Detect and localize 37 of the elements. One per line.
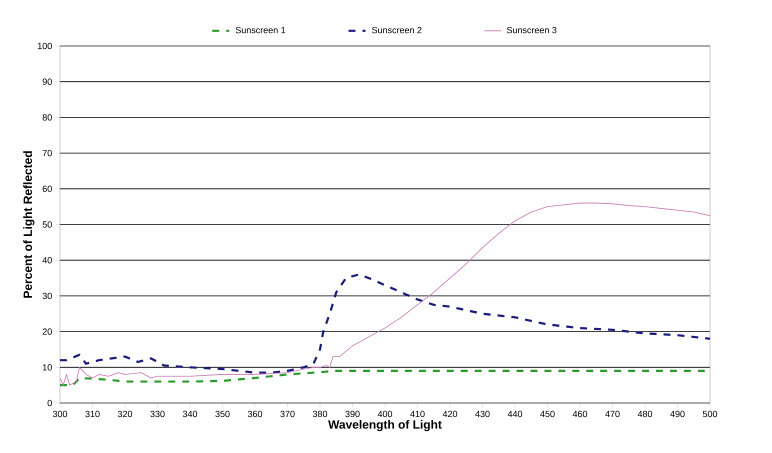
y-tick-label: 100 xyxy=(38,42,52,50)
x-tick-label: 400 xyxy=(378,410,392,418)
x-tick-label: 320 xyxy=(118,410,132,418)
x-tick-label: 310 xyxy=(85,410,100,418)
y-axis-title: Percent of Light Reflected xyxy=(23,151,34,298)
y-tick-label: 40 xyxy=(42,257,52,264)
x-axis-title: Wavelength of Light xyxy=(328,420,442,432)
x-tick-label: 340 xyxy=(182,410,198,418)
x-tick-label: 480 xyxy=(638,410,652,418)
x-tick-label: 420 xyxy=(442,410,458,418)
y-tick-label: 50 xyxy=(42,221,52,228)
x-tick-label: 330 xyxy=(150,410,165,418)
x-tick-label: 490 xyxy=(670,410,685,418)
x-tick-label: 360 xyxy=(248,410,262,418)
y-tick-label: 20 xyxy=(42,328,52,335)
x-tick-label: 450 xyxy=(540,410,555,418)
x-tick-label: 300 xyxy=(52,410,68,418)
y-tick-label: 80 xyxy=(42,114,52,121)
x-tick-label: 350 xyxy=(215,410,230,418)
x-tick-label: 370 xyxy=(280,410,295,418)
legend-label: Sunscreen 3 xyxy=(506,26,556,34)
y-tick-label: 30 xyxy=(42,292,52,300)
x-tick-label: 460 xyxy=(572,410,588,418)
y-tick-label: 10 xyxy=(42,364,52,370)
x-tick-label: 410 xyxy=(410,410,425,418)
legend-label: Sunscreen 1 xyxy=(236,26,286,34)
x-tick-label: 440 xyxy=(508,410,522,418)
y-tick-label: 0 xyxy=(48,400,52,406)
y-tick-label: 90 xyxy=(42,78,52,85)
x-tick-label: 470 xyxy=(605,410,620,418)
x-tick-label: 390 xyxy=(345,410,360,418)
x-tick-label: 500 xyxy=(702,410,718,418)
legend-label: Sunscreen 2 xyxy=(372,26,422,34)
x-tick-label: 430 xyxy=(475,410,490,418)
y-tick-label: 70 xyxy=(42,150,52,156)
x-tick-label: 380 xyxy=(312,410,328,418)
y-tick-label: 60 xyxy=(42,186,52,192)
